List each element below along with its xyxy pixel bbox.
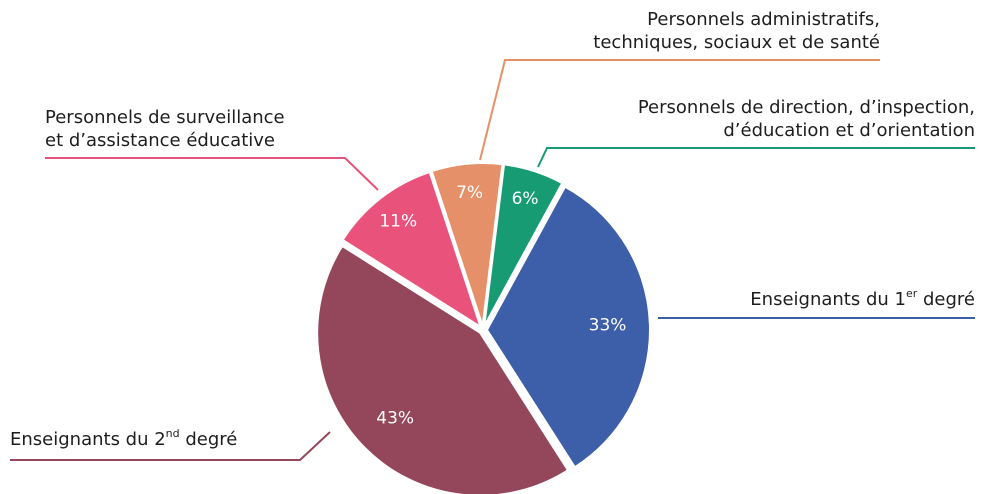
leader-line [537,147,975,168]
label-text: degré [917,289,975,310]
label-text: degré [180,429,238,450]
leader-line [45,157,379,191]
value-label: 6% [512,189,539,209]
category-label: Enseignants du 2nd degré [10,427,237,451]
category-label: Enseignants du 1er degré [750,287,975,311]
label-text: et d’assistance éducative [45,130,275,151]
label-superscript: er [906,287,918,300]
label-superscript: nd [166,427,180,440]
leader-line [10,431,331,461]
category-label: d’éducation et d’orientation [723,120,975,141]
pie-slice [341,170,483,330]
label-text: techniques, sociaux et de santé [593,32,880,53]
value-label: 43% [376,408,414,428]
pie-slice [485,185,651,469]
leader-line [479,59,880,161]
pie-slice [316,244,570,494]
label-text: Enseignants du 1 [750,289,906,310]
category-label: Personnels de surveillance [45,107,285,128]
category-label: Personnels administratifs, [647,9,880,30]
label-text: Personnels administratifs, [647,9,880,30]
label-text: Personnels de surveillance [45,107,285,128]
value-label: 7% [456,183,483,203]
value-label: 11% [379,212,417,232]
label-text: Personnels de direction, d’inspection, [638,97,975,118]
value-label: 33% [589,316,627,336]
category-label: techniques, sociaux et de santé [593,32,880,53]
category-label: Personnels de direction, d’inspection, [638,97,975,118]
category-label: et d’assistance éducative [45,130,275,151]
label-text: d’éducation et d’orientation [723,120,975,141]
pie-slice [483,163,564,327]
label-text: Enseignants du 2 [10,429,166,450]
pie-slice [430,162,504,327]
